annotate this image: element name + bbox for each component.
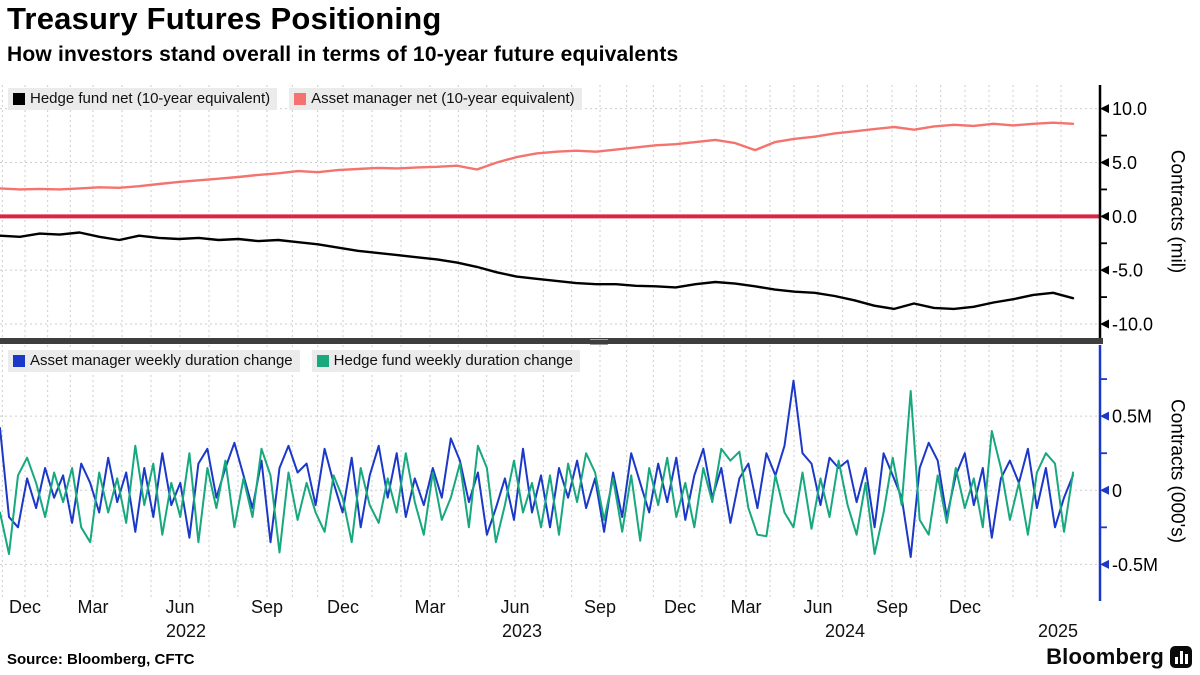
x-tick-label: Dec [663,597,697,617]
y-tick-label: -10.0 [1112,315,1153,335]
y-tick-label: 0.5M [1112,407,1152,427]
hedge-fund-net-swatch [13,92,25,105]
legend-entry-asset-manager-net: Asset manager net (10-year equivalent) [289,88,582,110]
legend-label: Asset manager net (10-year equivalent) [311,90,575,107]
page-title: Treasury Futures Positioning [7,1,442,36]
panel-divider [0,338,1103,345]
bottom-legend: Asset manager weekly duration change Hed… [8,350,580,372]
legend-entry-hedge-fund-weekly: Hedge fund weekly duration change [311,350,580,372]
x-tick-label: Dec [948,597,982,617]
top-panel-chart: 10.0 5.0 0.0 -5.0 -10.0 Contracts (mil) [0,85,1188,338]
y-tick-label: 10.0 [1112,99,1147,119]
x-tick-label: Jun [803,597,833,617]
bloomberg-terminal-icon [1170,646,1192,668]
legend-entry-hedge-fund-net: Hedge fund net (10-year equivalent) [8,88,278,110]
legend-label: Asset manager weekly duration change [30,352,293,369]
y-tick-label: -0.5M [1112,555,1158,575]
y-major-tick [1100,319,1109,329]
y-tick-label: 0 [1112,481,1122,501]
series-line-asset-manager-net-10-year-equivalent [0,121,1075,191]
source-note: Source: Bloomberg, CFTC [7,651,195,668]
y-tick-label: -5.0 [1112,261,1143,281]
y-major-tick [1100,158,1109,168]
asset-manager-net-swatch [294,92,307,105]
bloomberg-wordmark: Bloomberg [1046,644,1164,669]
series-line-hedge-fund-weekly-duration-change [0,390,1074,555]
x-year-label: 2022 [165,621,207,641]
legend-label: Hedge fund net (10-year equivalent) [30,90,271,107]
asset-manager-weekly-swatch [13,354,25,367]
x-year-label: 2023 [501,621,543,641]
page-subtitle: How investors stand overall in terms of … [7,43,679,66]
y-major-tick [1100,211,1109,221]
bottom-panel-chart: 0.5M 0 -0.5M Contracts (000's) [0,345,1188,601]
hedge-fund-weekly-swatch [316,354,329,367]
top-legend: Hedge fund net (10-year equivalent) Asse… [8,88,582,110]
x-tick-label: Sep [250,597,284,617]
y-major-tick [1100,104,1109,114]
y-axis-title: Contracts (000's) [1167,399,1188,543]
x-tick-label: Mar [414,597,446,617]
y-tick-label: 0.0 [1112,207,1137,227]
series-line-asset-manager-weekly-duration-change [0,379,1074,558]
x-year-label: 2025 [1037,621,1079,641]
x-year-label: 2024 [824,621,866,641]
x-tick-label: Mar [77,597,109,617]
x-tick-label: Dec [326,597,360,617]
series-line-hedge-fund-net-10-year-equivalent [0,231,1075,311]
x-tick-label: Jun [165,597,195,617]
y-major-tick [1100,485,1109,495]
x-tick-label: Jun [500,597,530,617]
legend-label: Hedge fund weekly duration change [333,352,573,369]
y-axis-title: Contracts (mil) [1167,150,1188,274]
y-major-tick [1100,559,1109,569]
bloomberg-brand: Bloomberg [1046,644,1192,670]
x-tick-label: Dec [8,597,42,617]
legend-entry-asset-manager-weekly: Asset manager weekly duration change [8,350,300,372]
x-tick-label: Sep [875,597,909,617]
x-tick-label: Mar [730,597,762,617]
x-tick-label: Sep [583,597,617,617]
y-major-tick [1100,265,1109,275]
y-major-tick [1100,411,1109,421]
divider-drag-handle[interactable] [590,339,608,345]
y-tick-label: 5.0 [1112,153,1137,173]
